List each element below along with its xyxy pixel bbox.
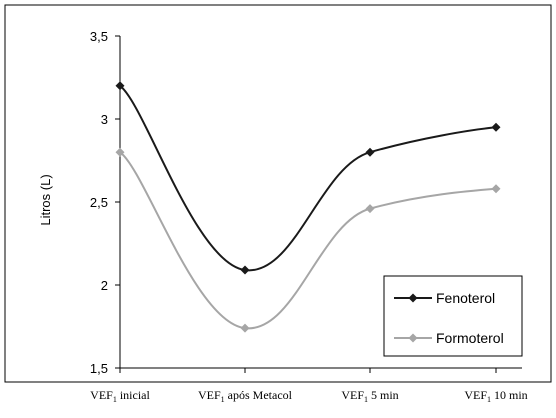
legend-label-fenoterol: Fenoterol xyxy=(436,290,495,306)
legend-swatch-marker-fenoterol xyxy=(408,293,418,303)
y-tick-label: 3 xyxy=(101,112,108,127)
data-point-fenoterol xyxy=(365,147,375,157)
data-point-fenoterol xyxy=(240,265,250,275)
axes: 1,5 2 2,5 3 3,5 Litros (L) xyxy=(38,29,522,376)
x-category-label: VEF1 inicial xyxy=(90,388,150,404)
series-line-fenoterol xyxy=(119,84,497,272)
data-point-formoterol xyxy=(240,323,250,333)
legend-label-formoterol: Formoterol xyxy=(436,330,504,346)
x-category-label: VEF1 10 min xyxy=(464,388,527,404)
series-formoterol xyxy=(115,147,501,333)
y-tick-label: 1,5 xyxy=(90,361,108,376)
data-point-formoterol xyxy=(491,184,501,194)
x-axis-labels: VEF1 inicial VEF1 após Metacol VEF1 5 min V… xyxy=(90,388,528,404)
series-group xyxy=(115,81,501,333)
data-point-formoterol xyxy=(115,147,125,157)
legend-box xyxy=(383,275,523,357)
y-tick-label: 2 xyxy=(101,278,108,293)
series-fenoterol xyxy=(115,81,501,275)
y-axis-label: Litros (L) xyxy=(38,174,53,225)
legend: Fenoterol Formoterol xyxy=(383,275,523,357)
legend-swatch-marker-formoterol xyxy=(408,333,418,343)
data-point-fenoterol xyxy=(491,122,501,132)
y-tick-label: 2,5 xyxy=(90,195,108,210)
data-point-fenoterol xyxy=(115,81,125,91)
x-category-label: VEF1 5 min xyxy=(341,388,398,404)
series-line-formoterol xyxy=(119,151,497,330)
x-category-label: VEF1 após Metacol xyxy=(198,388,293,404)
data-point-formoterol xyxy=(365,204,375,214)
y-tick-label: 3,5 xyxy=(90,29,108,44)
